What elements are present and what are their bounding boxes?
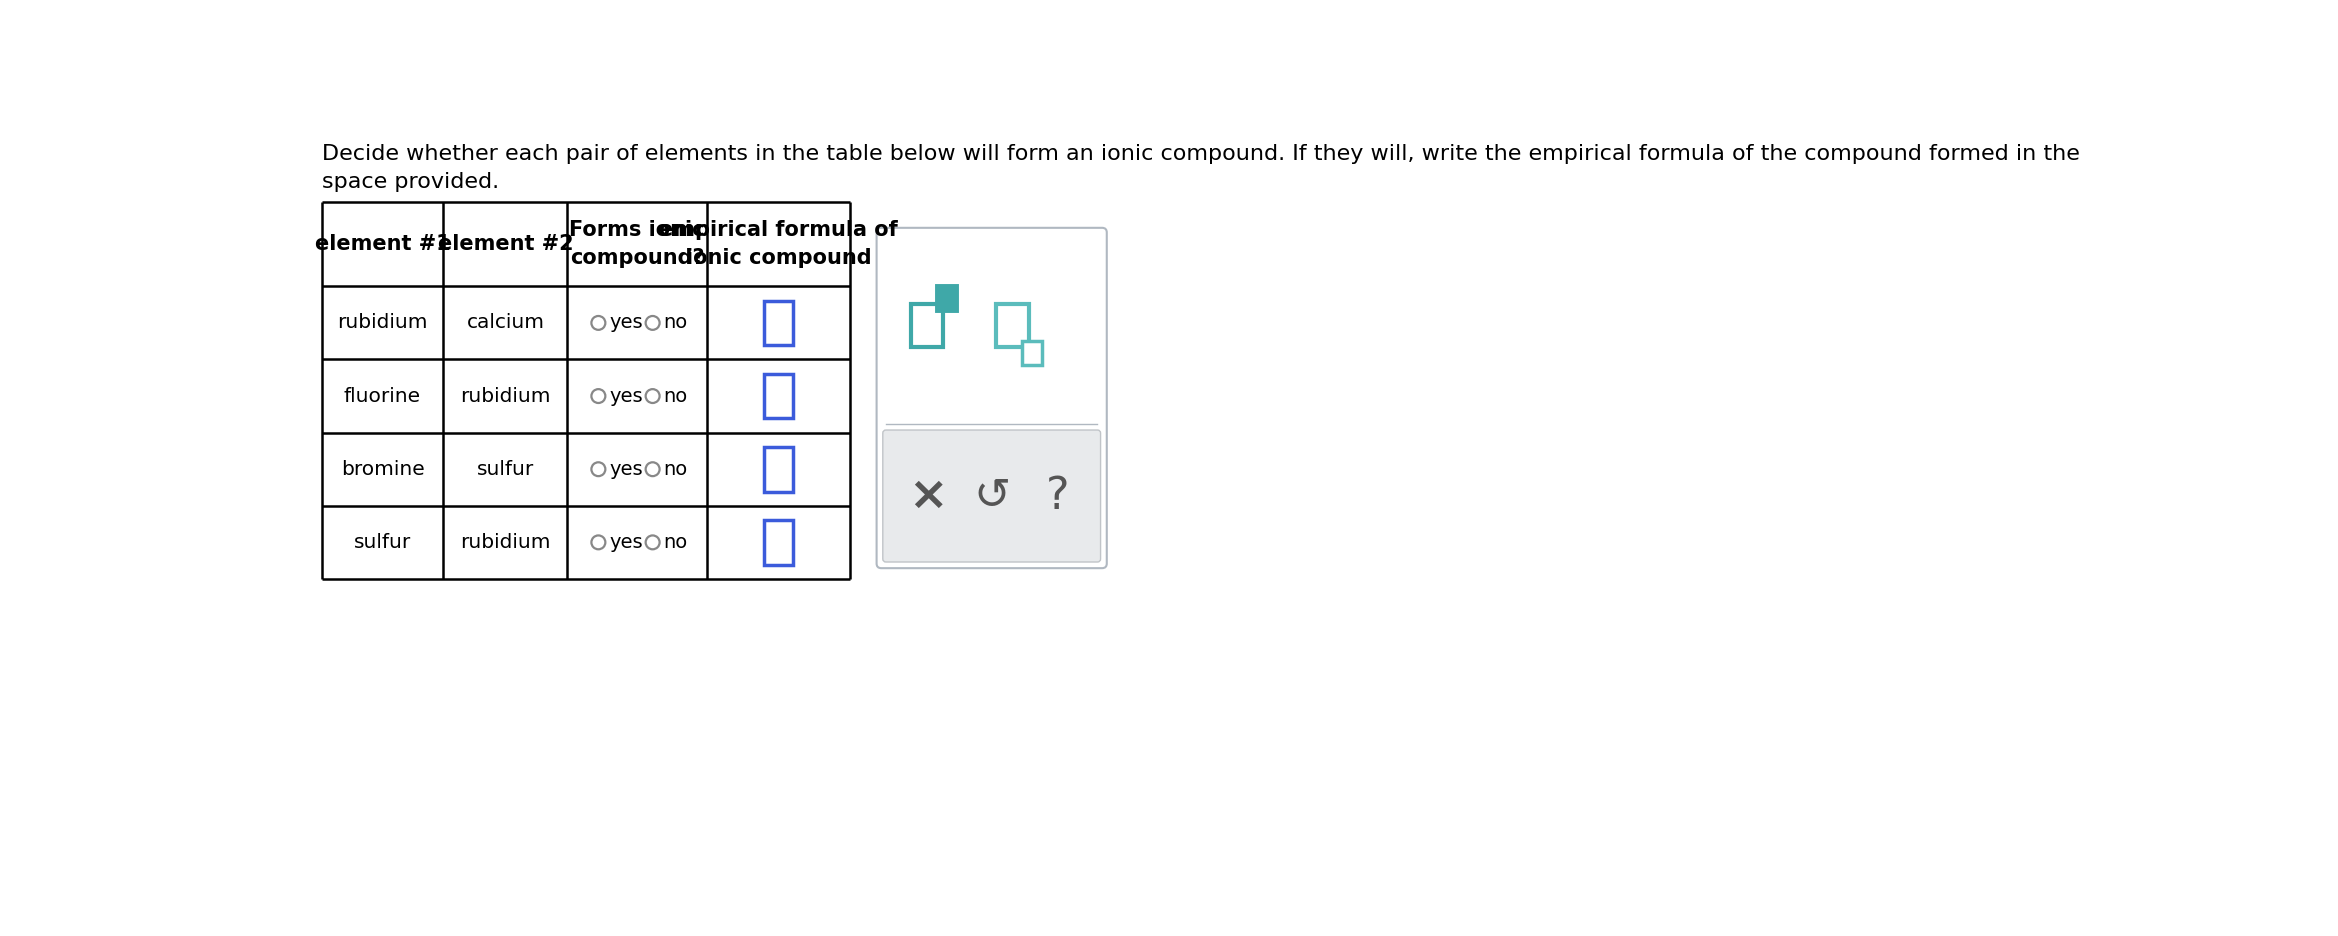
Bar xyxy=(938,285,956,311)
Text: ×: × xyxy=(907,474,947,519)
Text: element #2: element #2 xyxy=(437,234,573,254)
Text: no: no xyxy=(664,387,687,405)
Text: calcium: calcium xyxy=(465,314,545,332)
Text: no: no xyxy=(664,314,687,332)
Text: element #1: element #1 xyxy=(316,234,451,254)
Text: space provided.: space provided. xyxy=(323,172,498,193)
Text: Decide whether each pair of elements in the table below will form an ionic compo: Decide whether each pair of elements in … xyxy=(323,144,2078,164)
Bar xyxy=(912,304,942,346)
Text: no: no xyxy=(664,460,687,478)
Text: ?: ? xyxy=(1045,475,1071,518)
Bar xyxy=(996,304,1029,346)
Text: yes: yes xyxy=(610,533,643,552)
Text: ↺: ↺ xyxy=(973,475,1010,518)
Text: sulfur: sulfur xyxy=(477,460,533,478)
Text: rubidium: rubidium xyxy=(461,533,552,552)
Bar xyxy=(765,520,793,564)
Text: yes: yes xyxy=(610,387,643,405)
Bar xyxy=(765,300,793,345)
Bar xyxy=(765,373,793,418)
Bar xyxy=(765,446,793,491)
Text: sulfur: sulfur xyxy=(353,533,411,552)
Text: bromine: bromine xyxy=(341,460,426,478)
Text: no: no xyxy=(664,533,687,552)
Text: Forms ionic
compound?: Forms ionic compound? xyxy=(570,220,704,268)
FancyBboxPatch shape xyxy=(877,227,1106,568)
Text: empirical formula of
ionic compound: empirical formula of ionic compound xyxy=(659,220,898,268)
Text: rubidium: rubidium xyxy=(337,314,428,332)
Bar xyxy=(1022,341,1043,365)
FancyBboxPatch shape xyxy=(884,430,1101,562)
Text: yes: yes xyxy=(610,460,643,478)
Text: fluorine: fluorine xyxy=(344,387,421,405)
Text: rubidium: rubidium xyxy=(461,387,552,405)
Text: yes: yes xyxy=(610,314,643,332)
